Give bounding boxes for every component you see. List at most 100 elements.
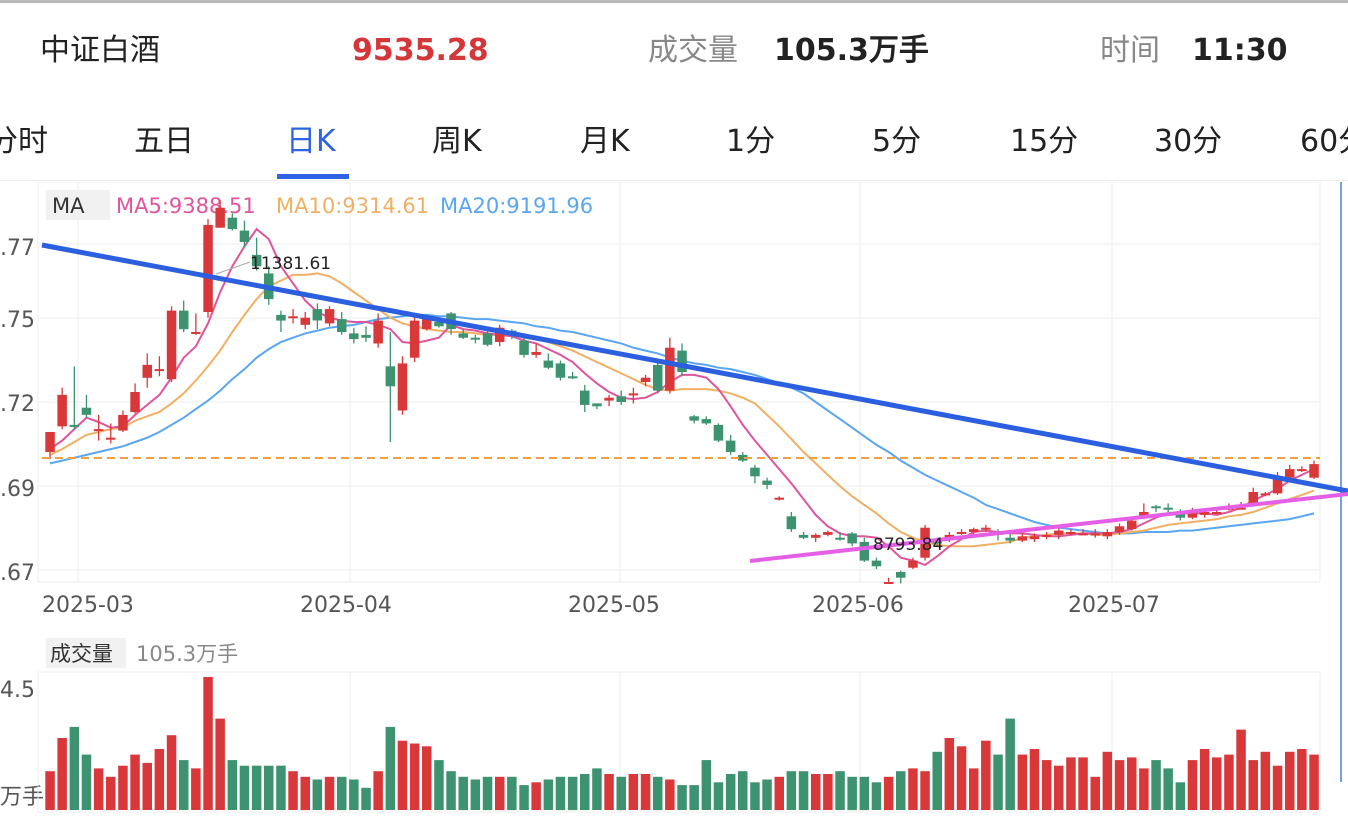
y-tick-label: .75 xyxy=(0,308,35,333)
candle-body xyxy=(871,560,882,567)
candle-body xyxy=(1163,507,1173,510)
candle-body xyxy=(1297,469,1307,472)
tab-intraday[interactable]: 分时 xyxy=(0,124,48,159)
candle-body xyxy=(1309,464,1319,478)
candle-body xyxy=(397,363,408,411)
candle-body xyxy=(1175,512,1186,518)
candle-body xyxy=(531,352,541,355)
volume-bar xyxy=(543,779,554,810)
candle-body xyxy=(409,320,420,358)
candle-body xyxy=(1005,537,1015,541)
candle-body xyxy=(725,440,736,452)
volume-bar xyxy=(1260,751,1271,810)
time-label: 时间 xyxy=(1100,33,1160,68)
volume-bar xyxy=(69,726,80,810)
period-tabs: 分时 五日 日K 周K 月K 1分 5分 15分 30分 60分 xyxy=(0,108,1348,181)
volume-bar xyxy=(823,774,833,810)
tab-1min[interactable]: 1分 xyxy=(726,124,776,159)
candle-body xyxy=(555,363,566,378)
tab-5min[interactable]: 5分 xyxy=(872,124,922,159)
candle-body xyxy=(956,532,967,534)
volume-bar xyxy=(762,779,772,810)
tab-15min[interactable]: 15分 xyxy=(1010,124,1079,159)
tab-30min[interactable]: 30分 xyxy=(1154,124,1223,159)
top-border xyxy=(0,0,1348,3)
tab-daily-k[interactable]: 日K xyxy=(286,124,336,159)
volume-bar xyxy=(677,785,687,810)
candle-body xyxy=(1248,492,1258,505)
candle-body xyxy=(288,316,298,319)
candle-body xyxy=(823,532,833,535)
volume-bar xyxy=(786,771,797,810)
support-trendline[interactable] xyxy=(749,492,1348,563)
volume-bar xyxy=(604,774,614,810)
candle-body xyxy=(896,572,906,578)
volume-bar xyxy=(1029,749,1040,810)
candle-body xyxy=(774,497,784,500)
volume-bar xyxy=(276,765,286,810)
candle-body xyxy=(251,254,262,267)
candle-body xyxy=(1054,530,1064,535)
volume-bar xyxy=(567,776,578,811)
tab-weekly-k[interactable]: 周K xyxy=(432,124,482,159)
volume-bar xyxy=(154,749,165,810)
tab-monthly-k[interactable]: 月K xyxy=(580,124,630,159)
kline-chart[interactable]: MA MA5:9388.51 MA10:9314.61 MA20:9191.96… xyxy=(0,182,1348,826)
tab-60min[interactable]: 60分 xyxy=(1300,124,1348,159)
candle-body xyxy=(932,540,942,544)
candle-body xyxy=(458,333,468,338)
candle-body xyxy=(1041,534,1052,537)
candle-body xyxy=(1151,506,1161,509)
candle-body xyxy=(628,393,639,396)
candle-body xyxy=(1199,512,1210,515)
candle-body xyxy=(640,377,651,382)
volume-bar xyxy=(300,776,310,811)
volume-bar xyxy=(1127,757,1137,810)
volume-bar xyxy=(239,765,250,810)
ma-badge-bg xyxy=(46,190,110,220)
volume-bar xyxy=(45,771,55,810)
volume-bar xyxy=(57,738,67,810)
candle-body xyxy=(1139,512,1149,518)
high-annotation-pointer xyxy=(215,261,251,275)
index-price: 9535.28 xyxy=(352,33,489,68)
volume-y-tick: 万手 xyxy=(0,785,44,810)
candle-body xyxy=(750,467,760,477)
volume-panel-value: 105.3万手 xyxy=(136,642,238,666)
volume-bar xyxy=(507,776,517,811)
volume-bar xyxy=(337,776,347,811)
volume-bar xyxy=(1102,751,1113,810)
volume-bar xyxy=(1139,768,1149,810)
candle-body xyxy=(519,340,529,355)
candle-body xyxy=(349,333,359,340)
candle-body xyxy=(227,217,238,230)
low-annotation: 8793.84 xyxy=(873,535,943,555)
candle-body xyxy=(567,376,578,379)
x-tick-label: 2025-05 xyxy=(568,593,660,618)
candle-body xyxy=(154,369,165,372)
volume-bar xyxy=(142,762,152,810)
volume-bar xyxy=(628,774,639,810)
price-panel-frame xyxy=(37,182,1321,583)
ma5-legend: MA5:9388.51 xyxy=(116,194,256,218)
volume-badge-bg xyxy=(46,638,126,668)
candle-body xyxy=(324,309,335,324)
y-tick-label: .67 xyxy=(0,561,35,586)
volume-bar xyxy=(1163,768,1173,810)
active-tab-indicator xyxy=(277,174,349,179)
candle-body xyxy=(1114,526,1125,532)
x-tick-label: 2025-03 xyxy=(42,593,134,618)
candle-body xyxy=(337,319,347,332)
volume-grid xyxy=(37,671,1321,813)
volume-bar xyxy=(446,771,456,810)
candle-body xyxy=(653,364,663,391)
volume-bar xyxy=(1212,757,1222,810)
resistance-trendline[interactable] xyxy=(41,242,1348,494)
tab-five-day[interactable]: 五日 xyxy=(134,124,194,159)
candle-body xyxy=(215,207,225,228)
candle-body xyxy=(361,334,371,338)
x-tick-label: 2025-04 xyxy=(300,593,392,618)
volume-bar xyxy=(725,774,736,810)
volume-bar xyxy=(701,760,712,810)
candle-body xyxy=(312,309,323,321)
